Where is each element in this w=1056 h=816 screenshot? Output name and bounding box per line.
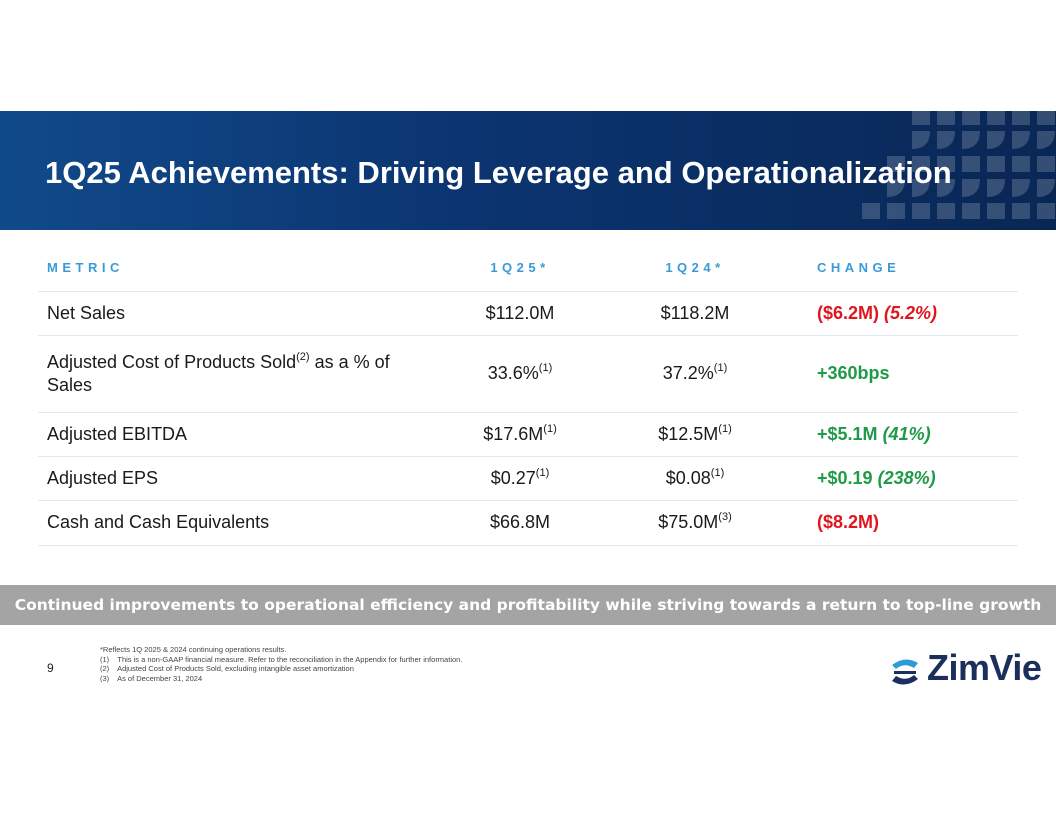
cell-text: $118.2M [661, 302, 730, 325]
slide-title: 1Q25 Achievements: Driving Leverage and … [45, 155, 952, 190]
footnote: *Reflects 1Q 2025 & 2024 continuing oper… [100, 645, 287, 654]
cell-value: +$0.19 [817, 467, 873, 488]
cell-text: ($8.2M) [817, 511, 879, 534]
cell-value: Adjusted EPS [47, 467, 159, 488]
superscript: (1) [718, 422, 732, 435]
row-divider [38, 456, 1018, 457]
cell-text: $75.0M(3) [658, 511, 732, 534]
cell-value: Cash and Cash Equivalents [47, 512, 270, 532]
table-cell: $66.8M [430, 500, 610, 545]
row-divider [38, 545, 1018, 546]
cell-text: 33.6%(1) [488, 362, 553, 385]
table-cell: +360bps [817, 335, 1017, 412]
cell-value: $112.0M [485, 302, 555, 323]
superscript: (1) [710, 466, 725, 479]
superscript: (2) [296, 350, 310, 363]
superscript: (1) [543, 422, 557, 435]
table-cell: Cash and Cash Equivalents [47, 500, 427, 545]
logo: ZimVie [927, 647, 1042, 688]
cell-text: $66.8M [490, 511, 550, 534]
cell-text: +$5.1M (41%) [817, 423, 931, 446]
cell-value: $75.0M [658, 512, 719, 532]
change-percent: (238%) [877, 467, 936, 488]
column-header: 1Q24* [665, 260, 725, 275]
row-divider [38, 335, 1018, 336]
cell-text: ($6.2M) (5.2%) [817, 302, 937, 325]
cell-value: Adjusted EBITDA [47, 423, 188, 444]
cell-value: ($8.2M) [817, 512, 880, 532]
footnote: (3) As of December 31, 2024 [100, 673, 203, 683]
cell-text: 37.2%(1) [663, 362, 728, 385]
table-cell: $75.0M(3) [605, 500, 785, 545]
column-header: CHANGE [817, 260, 901, 275]
cell-value: 33.6% [487, 363, 539, 383]
table-cell: +$0.19 (238%) [817, 456, 1017, 500]
table-cell: Net Sales [47, 291, 427, 335]
footnote: (1) This is a non-GAAP financial measure… [100, 654, 463, 664]
superscript: (1) [535, 466, 550, 479]
cell-text: Adjusted EPS [47, 467, 158, 490]
table-cell: 33.6%(1) [430, 335, 610, 412]
header-band [0, 111, 1056, 230]
cell-text: +360bps [817, 362, 890, 385]
table-cell: $12.5M(1) [605, 412, 785, 456]
cell-text: Cash and Cash Equivalents [47, 511, 269, 534]
logo-icon [892, 659, 918, 685]
change-percent: (41%) [882, 423, 931, 444]
cell-text: +$0.19 (238%) [817, 467, 936, 490]
cell-value: ($6.2M) [817, 302, 880, 323]
table-cell: ($6.2M) (5.2%) [817, 291, 1017, 335]
table-cell: $17.6M(1) [430, 412, 610, 456]
banner: Continued improvements to operational ef… [0, 585, 1056, 625]
table-cell: Adjusted Cost of Products Sold(2) as a %… [47, 335, 427, 412]
table-cell: $118.2M [605, 291, 785, 335]
cell-value: Adjusted Cost of Products Sold [47, 351, 297, 372]
cell-text: Adjusted Cost of Products Sold(2) as a %… [47, 351, 427, 397]
cell-value: $12.5M [658, 423, 719, 444]
table-cell: $0.27(1) [430, 456, 610, 500]
row-divider [38, 500, 1018, 501]
table-cell: 37.2%(1) [605, 335, 785, 412]
cell-value: +$5.1M [817, 423, 878, 444]
table-cell: Adjusted EPS [47, 456, 427, 500]
cell-value: +360bps [817, 363, 890, 383]
cell-text: $0.27(1) [491, 467, 550, 490]
cell-text: $112.0M [486, 302, 555, 325]
row-divider [38, 412, 1018, 413]
superscript: (1) [713, 362, 728, 374]
cell-value: $0.08 [665, 467, 711, 488]
column-header: METRIC [47, 260, 124, 275]
column-header: 1Q25* [490, 260, 550, 275]
superscript: (1) [538, 362, 553, 374]
cell-value: $17.6M [483, 423, 544, 444]
table-cell: $0.08(1) [605, 456, 785, 500]
cell-text: Adjusted EBITDA [47, 423, 187, 446]
footnote: (2) Adjusted Cost of Products Sold, excl… [100, 664, 354, 673]
cell-value: $66.8M [489, 512, 551, 532]
cell-value: as a % of Sales [47, 351, 390, 395]
table-cell: ($8.2M) [817, 500, 1017, 545]
cell-text: Net Sales [47, 302, 125, 325]
cell-value: $0.27 [490, 467, 536, 488]
table-cell: +$5.1M (41%) [817, 412, 1017, 456]
cell-value: 37.2% [662, 363, 714, 383]
cell-text: $17.6M(1) [483, 423, 557, 446]
superscript: (3) [718, 511, 732, 523]
decor-pattern [862, 111, 1055, 219]
cell-text: $12.5M(1) [658, 423, 732, 446]
row-divider [38, 291, 1018, 292]
cell-text: $0.08(1) [666, 467, 725, 490]
change-percent: (5.2%) [884, 302, 938, 323]
cell-value: $118.2M [660, 302, 730, 323]
cell-value: Net Sales [47, 302, 126, 323]
page-number: 9 [47, 661, 54, 675]
table-cell: $112.0M [430, 291, 610, 335]
table-cell: Adjusted EBITDA [47, 412, 427, 456]
